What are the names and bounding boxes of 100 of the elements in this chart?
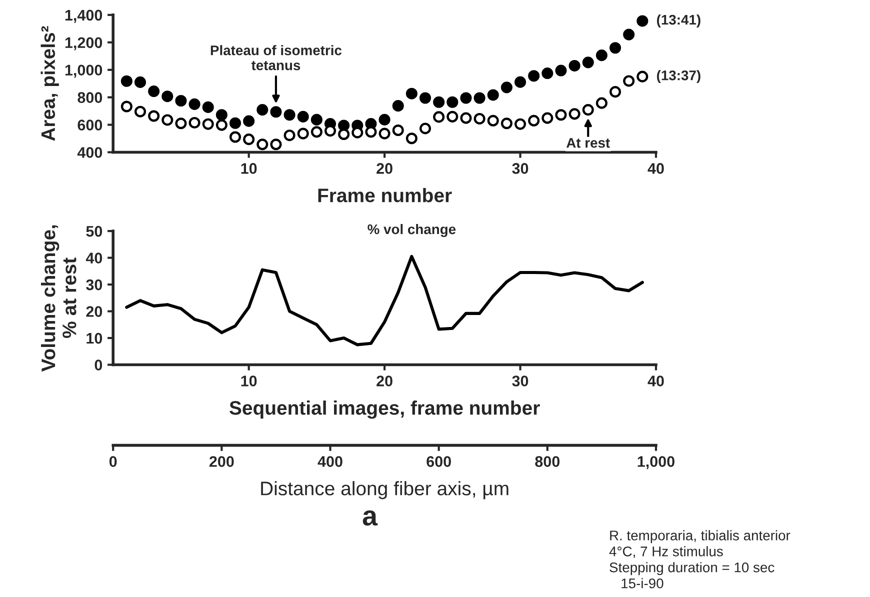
point [582,56,594,68]
point [297,110,309,122]
point [162,114,174,126]
x-tick-label: 20 [376,163,392,174]
point [256,104,268,116]
point [623,28,635,40]
series-label: (13:37) [656,70,700,84]
point [175,94,187,107]
point [148,86,160,98]
x-tick-label: 10 [241,376,257,386]
point [392,100,404,112]
x-axis-title: Frame number [318,188,452,202]
point [243,134,255,146]
point [188,98,200,110]
point [188,116,200,128]
point [406,88,418,100]
y-axis-title: Volume change, % at rest [40,225,76,372]
point [243,115,255,127]
point [636,15,648,27]
point [216,119,228,131]
point [474,112,486,124]
x2-tick-label: 0 [109,456,117,467]
point [338,128,350,140]
point [365,126,377,138]
point [555,64,567,76]
point [460,92,472,104]
x2-tick-label: 200 [209,456,234,467]
point [256,138,268,150]
point [500,82,512,94]
point [134,76,146,88]
point [433,96,445,108]
point [596,50,608,62]
point [542,112,554,124]
y-tick-label: 1,000 [65,64,102,78]
x-axis-title: Sequential images, frame number [230,400,540,419]
text: R. temporaria, tibialis anterior 4°C, 7 Hz stimulus Stepping duration = 10 sec 15-i-90 [609,530,790,588]
point [202,118,214,130]
point [487,114,499,126]
point [542,68,554,80]
point [120,100,132,112]
point [460,112,472,124]
y-tick-label: 40 [86,252,102,264]
x-tick-label: 30 [512,376,528,386]
x-tick-label: 40 [648,163,664,174]
point [216,109,228,121]
point [134,106,146,118]
point [297,128,309,140]
point [148,110,160,122]
y-tick-label: 20 [86,306,102,317]
point [378,128,390,140]
point [162,90,174,102]
point [623,75,635,87]
annotation: Plateau of isometric tetanus [210,45,342,70]
x-tick-label: 20 [376,376,392,386]
point [582,104,594,116]
y-axis-title: Area, pixels² [40,26,59,141]
point [609,86,622,98]
point [406,132,418,144]
y-tick-label: 50 [86,226,102,237]
y-tick-label: 30 [86,279,102,290]
point [284,130,296,142]
point [310,126,322,138]
point [270,138,282,150]
point [175,118,187,130]
series-label: % vol change [368,224,456,238]
point [446,110,458,122]
point [528,70,540,82]
annotation: At rest [566,138,610,148]
point [284,109,296,121]
y-tick-label: 400 [77,147,102,158]
point [596,97,608,109]
point [433,111,445,123]
series-label: (13:41) [656,14,700,28]
x-tick-label: 10 [241,163,257,174]
point [514,118,526,130]
point [229,117,242,129]
y-tick-label: 0 [94,360,102,370]
y-tick-label: 1,200 [65,37,102,50]
x2-tick-label: 600 [426,456,451,467]
point [555,109,567,121]
x2-tick-label: 1,000 [638,456,674,470]
x2-axis-title: Distance along fiber axis, µm [261,481,508,500]
point [528,114,540,126]
point [446,96,458,108]
x2-tick-label: 800 [535,456,560,467]
line-series [125,254,644,346]
point [568,60,580,72]
point [500,118,512,130]
y-tick-label: 600 [78,120,102,130]
point [636,70,648,82]
point [120,75,132,87]
x-tick-label: 40 [648,376,664,386]
x2-tick-label: 400 [318,456,342,467]
point [609,42,622,54]
point [514,76,526,88]
text: a [362,510,378,526]
point [419,92,432,104]
point [568,108,580,120]
point [202,101,214,113]
point [474,92,486,104]
